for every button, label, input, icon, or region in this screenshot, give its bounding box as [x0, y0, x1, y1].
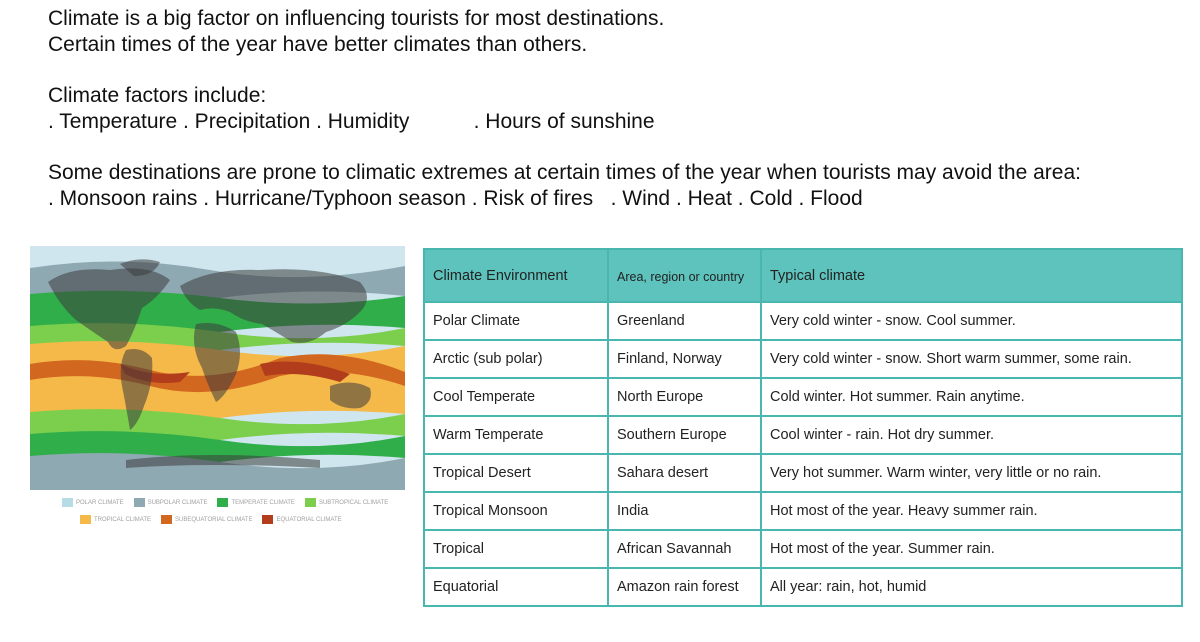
legend-swatch	[62, 498, 73, 507]
cell-area: North Europe	[607, 377, 762, 417]
cell-environment: Tropical Desert	[423, 453, 609, 493]
legend-swatch	[80, 515, 91, 524]
cell-climate: Cold winter. Hot summer. Rain anytime.	[760, 377, 1183, 417]
table-header-row: Climate Environment Area, region or coun…	[423, 248, 1183, 303]
cell-area: African Savannah	[607, 529, 762, 569]
legend-swatch	[217, 498, 229, 507]
cell-area: Amazon rain forest	[607, 567, 762, 607]
legend-item: Temperate climate	[217, 498, 295, 507]
cell-environment: Polar Climate	[423, 301, 609, 341]
table-row: Equatorial Amazon rain forest All year: …	[423, 567, 1183, 607]
intro-line-2: Certain times of the year have better cl…	[48, 33, 588, 56]
header-area-region: Area, region or country	[607, 248, 762, 303]
extremes-list: . Monsoon rains . Hurricane/Typhoon seas…	[48, 187, 863, 210]
table-row: Tropical Desert Sahara desert Very hot s…	[423, 453, 1183, 493]
factors-heading: Climate factors include:	[48, 84, 267, 107]
intro-line-1: Climate is a big factor on influencing t…	[48, 7, 665, 30]
cell-environment: Cool Temperate	[423, 377, 609, 417]
cell-environment: Tropical	[423, 529, 609, 569]
cell-environment: Equatorial	[423, 567, 609, 607]
header-typical-climate: Typical climate	[760, 248, 1183, 303]
legend-swatch	[304, 498, 316, 507]
table-row: Tropical African Savannah Hot most of th…	[423, 529, 1183, 569]
table-row: Tropical Monsoon India Hot most of the y…	[423, 491, 1183, 531]
map-legend: Polar climate Subpolar climate Temperate…	[62, 498, 402, 532]
legend-item: Tropical climate	[80, 515, 151, 524]
cell-climate: Very cold winter - snow. Cool summer.	[760, 301, 1183, 341]
header-climate-environment: Climate Environment	[423, 248, 609, 303]
factors-list: . Temperature . Precipitation . Humidity…	[48, 110, 655, 133]
legend-swatch	[133, 498, 145, 507]
cell-climate: Very cold winter - snow. Short warm summ…	[760, 339, 1183, 379]
table-row: Polar Climate Greenland Very cold winter…	[423, 301, 1183, 341]
cell-climate: Hot most of the year. Summer rain.	[760, 529, 1183, 569]
cell-environment: Warm Temperate	[423, 415, 609, 455]
intro-text: Climate is a big factor on influencing t…	[48, 6, 1168, 212]
cell-environment: Tropical Monsoon	[423, 491, 609, 531]
cell-climate: All year: rain, hot, humid	[760, 567, 1183, 607]
table-row: Cool Temperate North Europe Cold winter.…	[423, 377, 1183, 417]
legend-item: Equatorial climate	[262, 515, 342, 524]
legend-item: Subpolar climate	[133, 498, 207, 507]
legend-item: Polar climate	[62, 498, 124, 507]
table-row: Warm Temperate Southern Europe Cool wint…	[423, 415, 1183, 455]
climate-zone-map: Polar climate Subpolar climate Temperate…	[30, 246, 405, 531]
legend-swatch	[161, 515, 173, 524]
world-map-image	[30, 246, 405, 490]
cell-area: Sahara desert	[607, 453, 762, 493]
cell-climate: Cool winter - rain. Hot dry summer.	[760, 415, 1183, 455]
cell-climate: Very hot summer. Warm winter, very littl…	[760, 453, 1183, 493]
table-row: Arctic (sub polar) Finland, Norway Very …	[423, 339, 1183, 379]
legend-item: Subtropical climate	[304, 498, 388, 507]
cell-area: Finland, Norway	[607, 339, 762, 379]
legend-swatch	[262, 515, 274, 524]
legend-item: Subequatorial climate	[161, 515, 252, 524]
cell-area: India	[607, 491, 762, 531]
cell-environment: Arctic (sub polar)	[423, 339, 609, 379]
cell-area: Greenland	[607, 301, 762, 341]
climate-table: Climate Environment Area, region or coun…	[423, 248, 1183, 607]
cell-climate: Hot most of the year. Heavy summer rain.	[760, 491, 1183, 531]
extremes-intro: Some destinations are prone to climatic …	[48, 161, 1081, 184]
cell-area: Southern Europe	[607, 415, 762, 455]
